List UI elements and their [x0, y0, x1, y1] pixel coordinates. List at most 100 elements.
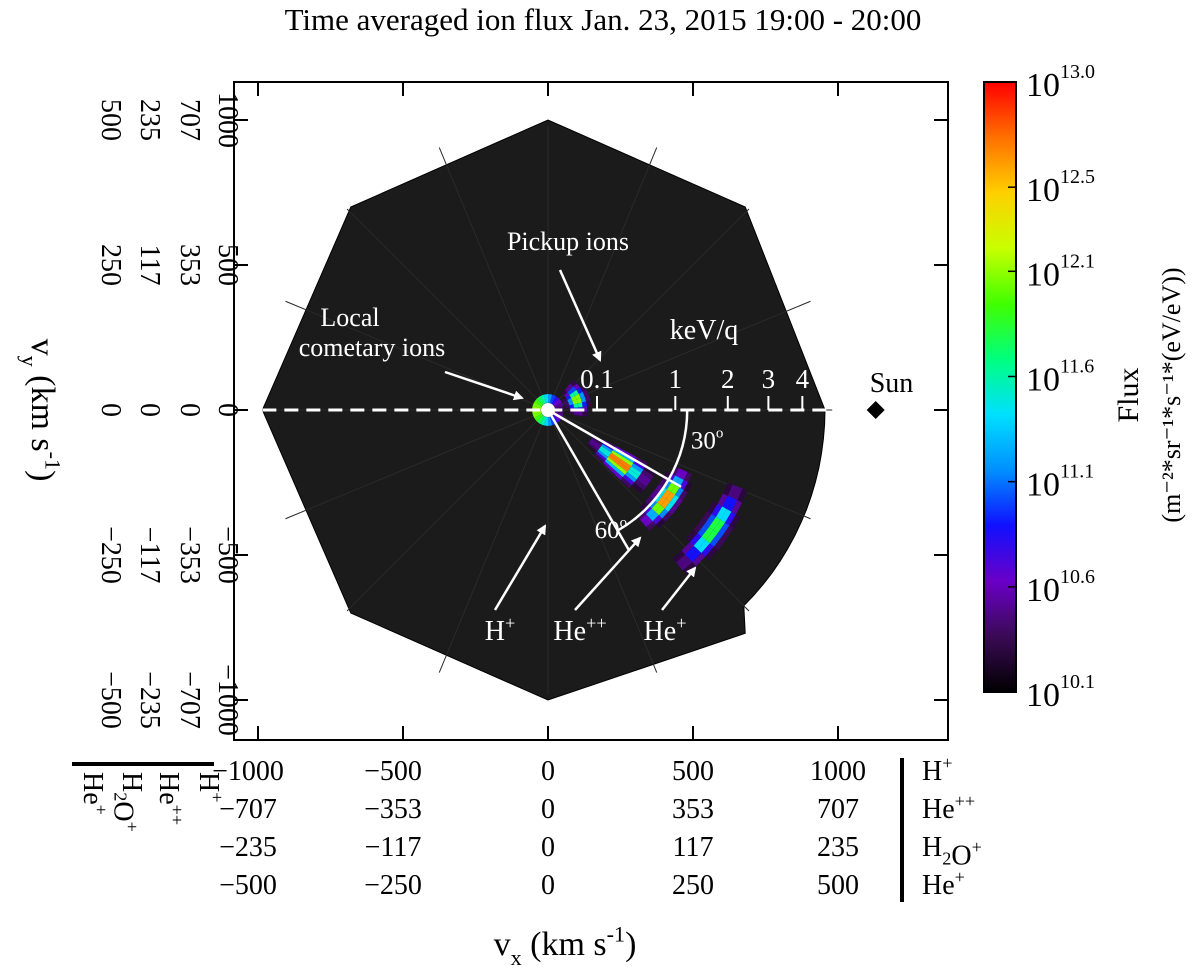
flux-cell-pickup	[582, 389, 589, 397]
flux-cell-he-	[701, 527, 714, 541]
flux-cell-pickup	[576, 387, 583, 394]
radial-grid-line	[346, 409, 549, 612]
flux-cell-pickup	[582, 411, 588, 417]
flux-cell-local-cometary	[534, 398, 543, 407]
flux-cell-h-	[611, 450, 624, 460]
species-legend-y: H+He++H2O+He+	[72, 762, 227, 832]
flux-cell-local-cometary	[532, 411, 542, 418]
angle-arc	[616, 409, 689, 532]
flux-cell-he-	[673, 497, 684, 508]
flux-cell-he-	[657, 496, 667, 506]
flux-cell-he-	[679, 479, 689, 490]
radial-grid-line	[547, 208, 750, 411]
energy-tick-label: 0.1	[580, 364, 614, 394]
flux-cell-he-	[649, 511, 659, 522]
flux-cell-he-	[700, 511, 712, 524]
flux-cell-pickup	[569, 392, 576, 398]
local-cometary-ions-label: Local cometary ions	[299, 303, 446, 362]
flux-cell-h-	[615, 464, 628, 475]
radial-grid-line	[438, 147, 549, 411]
y-tick-label: −1000	[212, 664, 243, 736]
flux-cell-he-	[642, 505, 652, 515]
flux-cell-h-	[594, 453, 605, 464]
x-tick-label: −707	[219, 794, 277, 825]
flux-cell-pickup	[575, 393, 581, 400]
x-tick-label: −1000	[212, 756, 284, 787]
flux-cell-pickup	[570, 386, 577, 393]
species-label: H2O+	[108, 772, 147, 832]
flux-cell-local-cometary	[536, 396, 545, 405]
flux-cell-he-	[709, 516, 721, 531]
flux-cell-he-	[720, 509, 732, 523]
flux-cell-he-	[646, 508, 656, 518]
species-label: H2O+	[922, 832, 982, 871]
flux-cell-he-	[724, 511, 737, 526]
flux-cell-local-cometary	[553, 398, 562, 407]
flux-cell-he-	[722, 482, 733, 496]
he-plus-plus-label: He++	[553, 613, 606, 647]
colorbar-label: Flux	[1112, 367, 1145, 422]
flux-cell-pickup	[568, 401, 574, 406]
species-label: He+	[77, 772, 111, 815]
flux-cell-h-	[643, 466, 656, 477]
x-tick-label: 0	[541, 756, 555, 787]
flux-cell-local-cometary	[543, 394, 548, 403]
y-tick-label: 353	[174, 244, 205, 286]
flux-cell-he-	[693, 520, 705, 534]
colorbar-units: (m⁻²*sr⁻¹*s⁻¹*(eV/eV))	[1157, 267, 1186, 522]
flux-cell-he-	[683, 472, 692, 483]
flux-cell-h-	[636, 476, 649, 487]
flux-cell-h-	[608, 454, 620, 465]
x-tick-label: 0	[541, 870, 555, 901]
y-tick-label: −250	[95, 526, 126, 584]
radial-grid-line	[547, 147, 658, 411]
flux-cell-he-	[701, 543, 714, 557]
y-tick-label: −353	[174, 526, 205, 584]
x-tick-label: 707	[817, 794, 859, 825]
flux-cell-he-	[713, 519, 725, 534]
flux-cell-h-	[595, 451, 607, 462]
x-tick-label: 500	[672, 756, 714, 787]
y-tick-label: −500	[212, 526, 243, 584]
flux-cell-h-	[597, 449, 609, 460]
flux-cell-pickup	[569, 410, 575, 415]
flux-cell-h-	[604, 459, 616, 470]
species-label: H+	[193, 772, 227, 803]
flux-cell-he-	[737, 488, 748, 503]
y-tick-label: 1000	[212, 92, 243, 148]
he-plus-arrow	[661, 566, 697, 611]
he-plus-plus-arrow	[574, 536, 642, 611]
flux-cell-he-	[651, 502, 661, 512]
flux-cell-he-	[717, 493, 728, 507]
energy-scale: keV/q 0.1 1 2 3 4	[580, 315, 810, 410]
flux-cell-he-	[679, 558, 693, 571]
flux-cell-pickup	[576, 398, 582, 404]
flux-cell-pickup	[571, 395, 577, 402]
flux-cell-local-cometary	[549, 394, 556, 404]
flux-cell-h-	[598, 447, 610, 458]
x-tick-label: −235	[219, 832, 277, 863]
colorbar: 1013.0 1012.5 1012.1 1011.6 1011.1 1010.6 1010…	[983, 61, 1186, 714]
colorbar-tick-label: 1013.0	[1026, 61, 1095, 104]
sun-diamond-icon	[866, 401, 885, 419]
y-tick-labels: 500 250 0 −250 −500 235 117 0 −117 −235 707 353 0 −35…	[95, 92, 243, 736]
flux-cell-he-	[711, 503, 723, 517]
flux-cell-h-	[619, 459, 632, 470]
x-tick-label: 250	[672, 870, 714, 901]
flux-cell-he-	[727, 484, 738, 499]
colorbar-tick-label: 1012.5	[1026, 166, 1095, 209]
flux-cell-pickup	[572, 390, 579, 396]
x-tick-label: 1000	[810, 756, 866, 787]
flux-cell-he-	[669, 494, 680, 505]
flux-cell-pickup	[577, 411, 583, 417]
energy-scale-label: keV/q	[670, 315, 738, 346]
y-tick-label: 707	[174, 99, 205, 141]
flux-cell-he-	[658, 477, 668, 487]
flux-cell-he-	[652, 515, 663, 525]
h-plus-arrow	[493, 524, 547, 611]
flux-cell-he-	[664, 501, 674, 512]
flux-cell-h-	[622, 474, 635, 486]
y-axis-label: vy (km s-1)	[17, 339, 66, 482]
flux-cell-pickup	[567, 383, 574, 390]
flux-cell-pickup	[561, 390, 568, 396]
